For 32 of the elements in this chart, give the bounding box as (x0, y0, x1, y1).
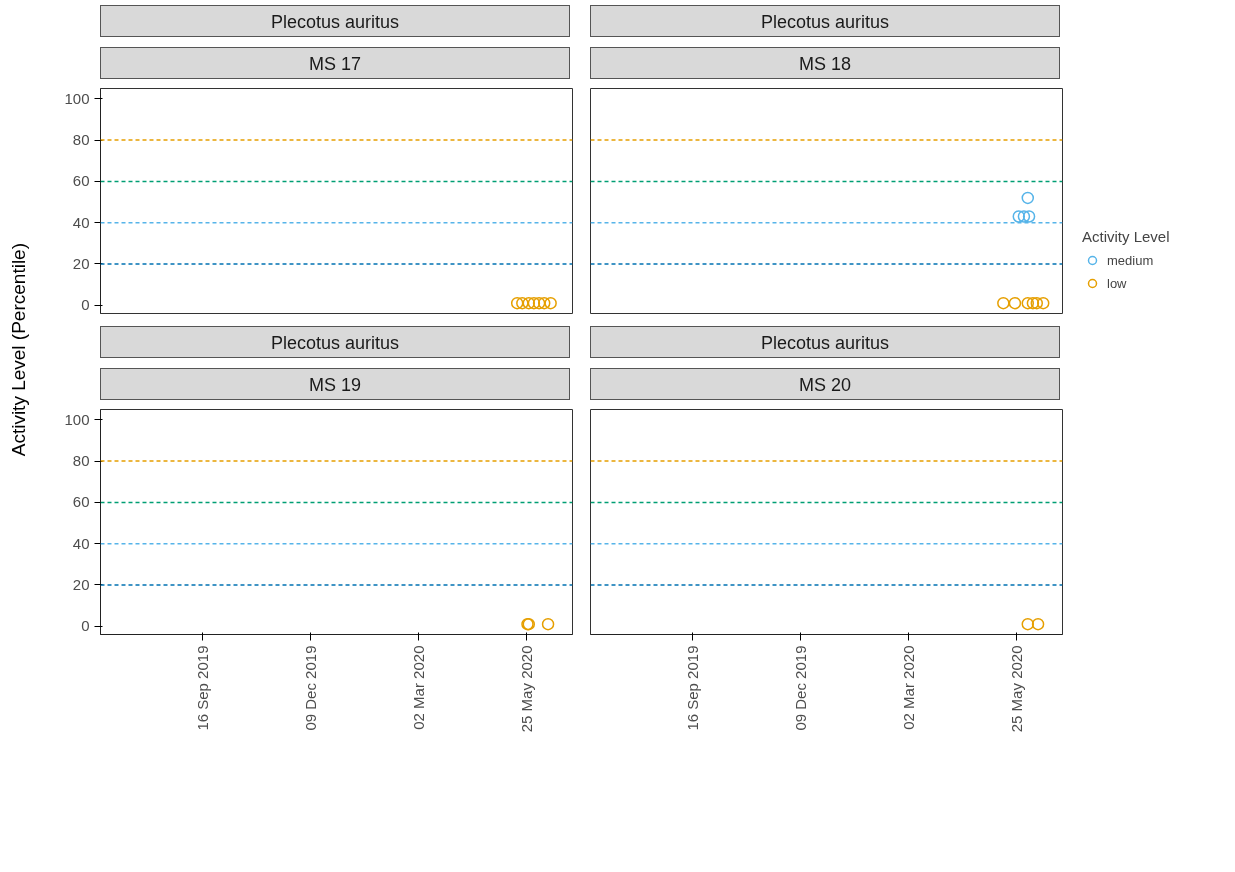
legend-label: medium (1107, 252, 1154, 268)
y-tick-label: 20 (72, 254, 90, 272)
x-tick-label: 25 May 2020 (517, 645, 535, 733)
x-tick-label: 25 May 2020 (1007, 645, 1025, 733)
y-tick-label: 100 (64, 410, 90, 428)
x-tick-label: 09 Dec 2019 (301, 645, 319, 731)
chart-subtitle: MS 19 (308, 374, 362, 397)
x-tick-label: 02 Mar 2020 (409, 645, 427, 730)
y-tick-label: 0 (81, 617, 90, 635)
y-tick-label: 40 (72, 213, 90, 231)
chart-subtitle: MS 20 (798, 374, 852, 397)
chart-subtitle: MS 18 (798, 53, 852, 76)
x-tick-label: 16 Sep 2019 (683, 645, 701, 731)
y-tick-label: 80 (72, 452, 90, 470)
y-tick-label: 20 (72, 575, 90, 593)
y-tick-label: 0 (81, 296, 90, 314)
legend-title: Activity Level (1082, 228, 1170, 245)
chart-title: Plecotus auritus (270, 11, 400, 34)
chart-title: Plecotus auritus (270, 332, 400, 355)
y-tick-label: 80 (72, 131, 90, 149)
chart-title: Plecotus auritus (760, 11, 890, 34)
y-axis-title: Activity Level (Percentile) (7, 243, 30, 457)
y-tick-label: 40 (72, 534, 90, 552)
x-tick-label: 16 Sep 2019 (193, 645, 211, 731)
y-tick-label: 100 (64, 89, 90, 107)
y-tick-label: 60 (72, 493, 90, 511)
x-tick-label: 02 Mar 2020 (899, 645, 917, 730)
x-tick-label: 09 Dec 2019 (791, 645, 809, 731)
chart-subtitle: MS 17 (308, 53, 362, 76)
legend-label: low (1107, 275, 1127, 291)
chart-title: Plecotus auritus (760, 332, 890, 355)
y-tick-label: 60 (72, 172, 90, 190)
